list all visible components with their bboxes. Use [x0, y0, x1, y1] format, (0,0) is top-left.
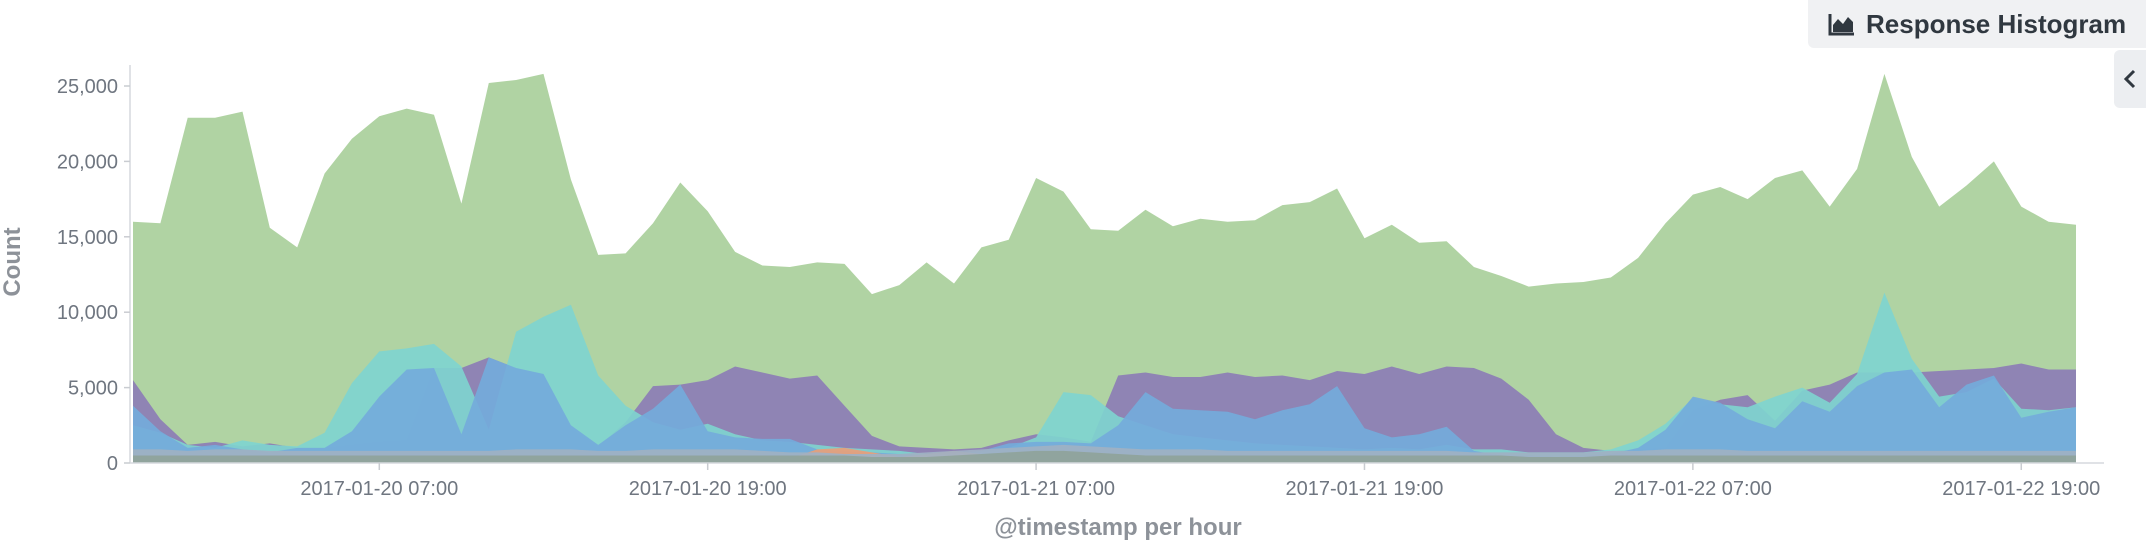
- y-tick-label: 0: [107, 453, 118, 475]
- x-ticks: 2017-01-20 07:00 2017-01-20 19:00 2017-01-…: [300, 463, 2100, 500]
- y-tick-label: 10,000: [57, 302, 118, 324]
- collapse-sidebar-button[interactable]: [2114, 50, 2146, 108]
- x-tick-label: 2017-01-22 07:00: [1614, 478, 1772, 500]
- series-area-7: [133, 450, 2076, 463]
- y-tick-label: 15,000: [57, 227, 118, 249]
- y-tick-label: 20,000: [57, 151, 118, 173]
- series-layer: [133, 73, 2076, 464]
- x-tick-label: 2017-01-20 07:00: [300, 478, 458, 500]
- panel-title-bar: Response Histogram: [1808, 0, 2146, 48]
- series-area-4: [133, 357, 2076, 463]
- y-axis-title: Count: [0, 227, 26, 296]
- x-tick-label: 2017-01-21 19:00: [1286, 478, 1444, 500]
- series-area-3: [133, 292, 2076, 463]
- chevron-left-icon: [2123, 69, 2136, 89]
- y-ticks: 0 5,000 10,000 15,000 20,000 25,000: [57, 76, 130, 475]
- panel-title: Response Histogram: [1866, 8, 2127, 39]
- series-area-1: [133, 73, 2076, 464]
- x-tick-label: 2017-01-22 19:00: [1942, 478, 2100, 500]
- y-tick-label: 25,000: [57, 76, 118, 98]
- x-axis-title: @timestamp per hour: [994, 514, 1241, 541]
- x-tick-label: 2017-01-20 19:00: [629, 478, 787, 500]
- area-chart-icon: [1828, 14, 1854, 36]
- y-tick-label: 5,000: [68, 378, 118, 400]
- x-tick-label: 2017-01-21 07:00: [957, 478, 1115, 500]
